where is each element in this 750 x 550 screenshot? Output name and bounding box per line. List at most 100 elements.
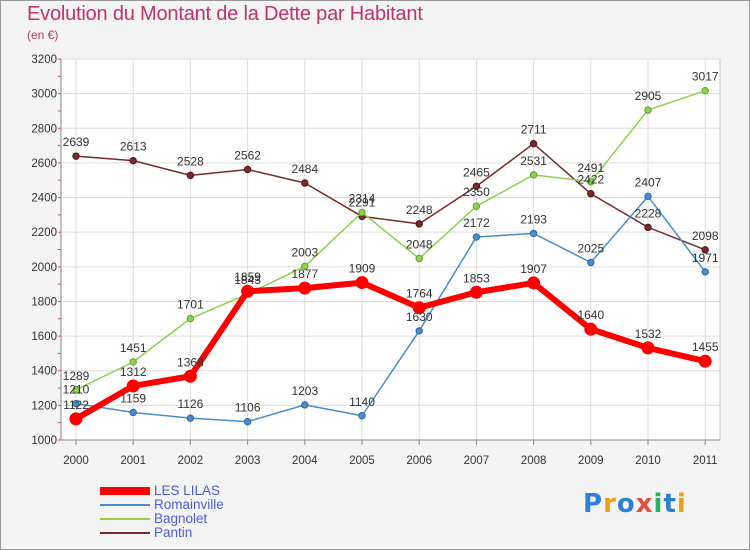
- data-label-pantin: 2562: [234, 148, 261, 162]
- data-label-les-lilas: 1907: [520, 262, 547, 276]
- data-label-bagnolet: 2048: [406, 238, 433, 252]
- data-label-pantin: 2228: [635, 206, 662, 220]
- data-label-bagnolet: 2314: [349, 191, 376, 205]
- data-point-les-lilas: [355, 276, 369, 290]
- data-point-pantin: [186, 171, 195, 180]
- data-point-romainville: [129, 408, 137, 417]
- data-point-les-lilas: [584, 322, 598, 336]
- x-tick-label: 2007: [464, 455, 490, 467]
- data-label-les-lilas: 1853: [463, 271, 490, 285]
- data-point-pantin: [529, 139, 538, 148]
- data-point-les-lilas: [183, 369, 197, 383]
- data-point-les-lilas: [69, 412, 83, 426]
- data-label-bagnolet: 2491: [577, 161, 604, 175]
- proxiti-logo: Proxiti: [583, 489, 687, 519]
- data-point-bagnolet: [301, 262, 309, 270]
- data-label-romainville: 1630: [406, 310, 433, 324]
- data-label-bagnolet: 2905: [635, 89, 662, 103]
- data-label-pantin: 2291: [349, 195, 376, 209]
- data-label-les-lilas: 1122: [63, 398, 89, 412]
- data-label-pantin: 2422: [577, 173, 604, 187]
- y-tick-label: 1600: [31, 331, 57, 343]
- data-label-bagnolet: 2350: [463, 185, 490, 199]
- data-label-romainville: 1126: [177, 397, 203, 411]
- series-line-les-lilas: [74, 279, 706, 422]
- data-label-les-lilas: 1877: [291, 267, 318, 281]
- series-line-bagnolet: [75, 89, 706, 391]
- data-point-les-lilas: [126, 379, 140, 393]
- data-point-les-lilas: [469, 285, 483, 299]
- legend-swatch-les-lilas: [100, 487, 150, 495]
- data-point-pantin: [243, 165, 252, 174]
- series-line-pantin: [75, 142, 706, 251]
- data-point-les-lilas: [298, 281, 312, 295]
- data-label-les-lilas: 1640: [577, 308, 604, 322]
- data-label-romainville: 2193: [520, 212, 547, 226]
- data-label-les-lilas: 1532: [635, 327, 662, 341]
- data-label-pantin: 2465: [463, 165, 490, 179]
- legend-swatch-pantin: [100, 532, 150, 534]
- data-label-pantin: 2248: [406, 203, 433, 217]
- data-point-romainville: [529, 229, 538, 238]
- data-label-pantin: 2484: [291, 162, 318, 176]
- y-tick-label: 1200: [31, 400, 57, 412]
- x-tick-label: 2001: [120, 455, 146, 467]
- data-point-pantin: [472, 182, 481, 190]
- data-label-romainville: 1140: [349, 395, 375, 409]
- x-tick-label: 2010: [635, 455, 661, 467]
- data-point-romainville: [701, 268, 709, 276]
- data-label-bagnolet: 1701: [177, 298, 204, 312]
- data-point-romainville: [72, 399, 80, 408]
- data-label-romainville: 2172: [463, 216, 490, 230]
- x-tick-label: 2009: [578, 455, 604, 467]
- legend-swatch-bagnolet: [100, 518, 150, 520]
- data-label-romainville: 1210: [63, 383, 90, 397]
- data-point-les-lilas: [641, 341, 655, 355]
- data-label-les-lilas: 1312: [120, 365, 147, 379]
- data-point-les-lilas: [698, 354, 712, 368]
- data-label-romainville: 1159: [120, 391, 146, 405]
- plot-area: [60, 58, 721, 441]
- data-label-bagnolet: 1451: [120, 341, 147, 355]
- y-tick-label: 2400: [31, 193, 57, 205]
- data-point-romainville: [358, 412, 366, 420]
- legend-swatch-romainville: [100, 504, 150, 506]
- data-label-pantin: 2528: [177, 154, 204, 168]
- data-label-bagnolet: 2003: [291, 245, 318, 259]
- y-tick-label: 2600: [31, 158, 57, 170]
- data-label-romainville: 1106: [235, 401, 261, 415]
- data-label-pantin: 2613: [120, 140, 147, 154]
- x-tick-label: 2004: [292, 455, 318, 467]
- legend-label-bagnolet: Bagnolet: [154, 511, 208, 526]
- y-tick-label: 3000: [31, 89, 57, 101]
- data-point-pantin: [415, 220, 423, 228]
- y-tick-label: 3200: [31, 54, 57, 66]
- series-line-romainville: [75, 195, 706, 423]
- data-point-pantin: [129, 156, 137, 165]
- y-tick-label: 1000: [31, 435, 57, 447]
- data-label-bagnolet: 2531: [520, 154, 547, 168]
- data-point-romainville: [472, 233, 481, 241]
- data-point-bagnolet: [644, 106, 652, 114]
- chart-subtitle: (en €): [27, 28, 59, 42]
- data-point-pantin: [587, 190, 595, 198]
- data-point-bagnolet: [587, 178, 595, 186]
- chart-title: Evolution du Montant de la Dette par Hab…: [27, 3, 423, 25]
- data-point-bagnolet: [358, 208, 366, 217]
- data-point-bagnolet: [701, 86, 709, 95]
- y-tick-label: 2800: [31, 123, 57, 135]
- data-label-bagnolet: 3017: [692, 70, 719, 84]
- x-tick-label: 2011: [693, 455, 718, 467]
- data-label-pantin: 2098: [692, 229, 719, 243]
- data-point-les-lilas: [412, 301, 426, 315]
- data-point-romainville: [415, 327, 423, 335]
- data-point-romainville: [587, 258, 595, 267]
- data-point-les-lilas: [241, 284, 255, 298]
- data-label-les-lilas: 1859: [234, 270, 261, 284]
- legend-label-pantin: Pantin: [154, 525, 193, 540]
- y-tick-label: 2200: [31, 227, 57, 239]
- data-label-romainville: 2407: [635, 175, 662, 189]
- x-tick-label: 2006: [406, 455, 432, 467]
- data-label-romainville: 1203: [291, 384, 318, 398]
